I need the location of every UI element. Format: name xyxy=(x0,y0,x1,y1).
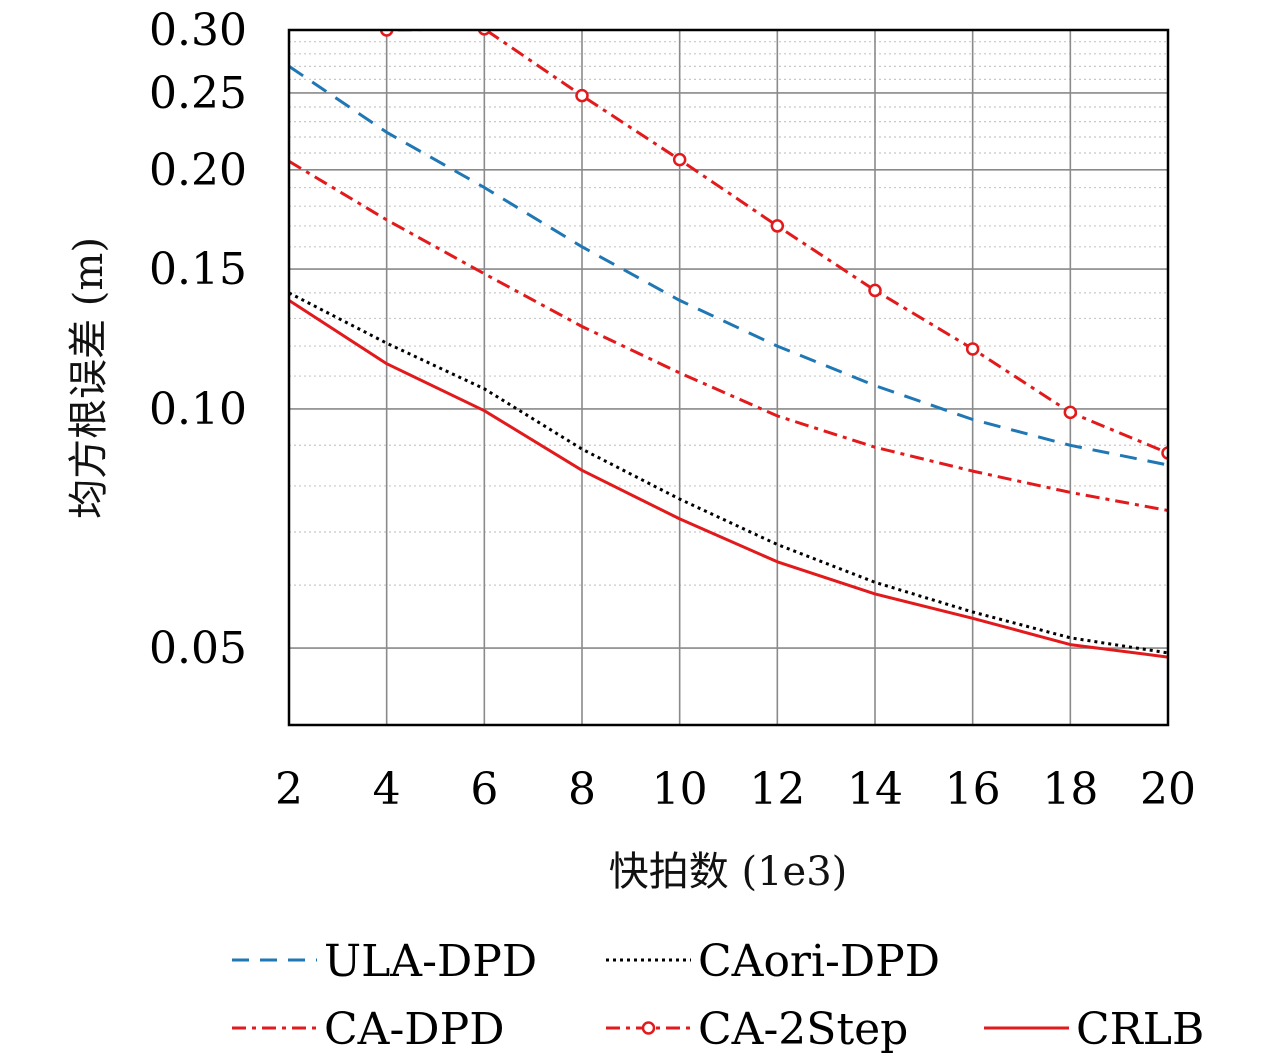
series-caori-dpd xyxy=(289,291,1168,655)
y-tick-labels: 0.05 0.10 0.15 0.20 0.25 0.30 xyxy=(149,5,247,674)
legend-label: CRLB xyxy=(1076,1004,1204,1055)
plot-background xyxy=(289,30,1168,725)
x-tick-label: 4 xyxy=(373,764,401,815)
y-tick-label: 0.15 xyxy=(149,244,247,295)
plot-frame xyxy=(287,28,1170,727)
legend-item: CA-2Step xyxy=(606,1004,908,1055)
series-ca-2step xyxy=(379,30,1168,460)
data-point xyxy=(1161,446,1168,460)
y-tick-label: 0.10 xyxy=(149,384,247,435)
series-line xyxy=(289,65,1168,467)
legend-label: CA-DPD xyxy=(324,1004,504,1055)
data-point xyxy=(770,219,785,233)
legend-label: CA-2Step xyxy=(698,1004,908,1055)
x-tick-label: 14 xyxy=(847,764,903,815)
data-point xyxy=(1063,405,1078,420)
y-tick-label: 0.25 xyxy=(149,68,247,119)
data-point xyxy=(379,30,394,37)
x-tick-label: 16 xyxy=(945,764,1001,815)
series-line xyxy=(383,30,1168,455)
series-line xyxy=(289,291,1168,655)
x-tick-label: 8 xyxy=(568,764,596,815)
data-point xyxy=(575,88,589,103)
series-line xyxy=(289,299,1168,659)
y-tick-label: 0.20 xyxy=(149,145,247,196)
legend-marker xyxy=(641,1021,656,1035)
series-layer xyxy=(289,30,1168,659)
y-tick-label: 0.05 xyxy=(149,623,247,674)
legend-item: CA-DPD xyxy=(232,1004,504,1055)
series-crlb xyxy=(289,299,1168,659)
x-tick-label: 12 xyxy=(749,764,805,815)
x-tick-label: 6 xyxy=(470,764,498,815)
x-tick-label: 18 xyxy=(1042,764,1098,815)
y-axis-title: 均方根误差 (m) xyxy=(66,237,112,519)
data-point xyxy=(965,342,980,356)
legend-label: CAori-DPD xyxy=(698,936,940,987)
data-point xyxy=(868,283,882,298)
x-tick-label: 20 xyxy=(1140,764,1196,815)
x-tick-labels: 2 4 6 8 10 12 14 16 18 20 xyxy=(275,764,1196,815)
legend: ULA-DPD CAori-DPD CA-DPD CA-2Step CRLB xyxy=(232,936,1204,1055)
legend-item: ULA-DPD xyxy=(232,936,537,987)
legend-item: CAori-DPD xyxy=(606,936,940,987)
x-tick-label: 10 xyxy=(652,764,708,815)
y-tick-label: 0.30 xyxy=(149,5,247,56)
data-point xyxy=(672,152,687,167)
x-tick-label: 2 xyxy=(275,764,303,815)
legend-item: CRLB xyxy=(984,1004,1204,1055)
legend-label: ULA-DPD xyxy=(324,936,537,987)
series-ula-dpd xyxy=(289,65,1168,467)
minor-grid xyxy=(289,41,1168,726)
x-axis-title: 快拍数 (1e3) xyxy=(609,849,848,895)
